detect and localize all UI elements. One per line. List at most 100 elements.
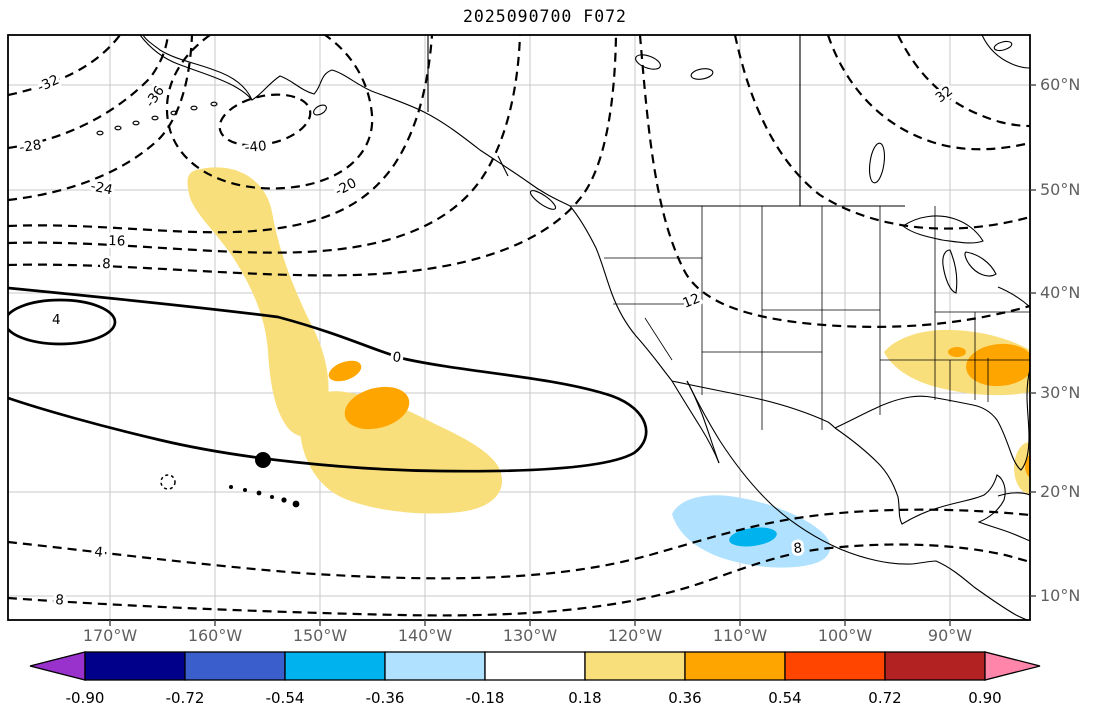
chart-title: 2025090700 F072 [463,7,627,26]
colorbar-tick-label: 0.18 [568,689,601,707]
colorbar-tick-labels: -0.90 -0.72 -0.54 -0.36 -0.18 0.18 0.36 … [66,689,1002,707]
contour-12 [638,35,1030,328]
colorbar-tick-label: -0.36 [366,689,405,707]
contour-label: -24 [89,178,114,198]
contour-16e [733,35,1030,230]
shade-mexico-cyan-core [729,527,777,547]
station-marker-dot [255,452,271,468]
hudson-bay-coast [981,35,1030,69]
gulf-north-coast-florida [834,368,1030,471]
alaska-south-coastline [139,35,571,207]
x-tick-label: 170°W [83,626,138,645]
contour-neg40-closed [218,93,312,147]
contour-neg32 [8,35,121,97]
y-tick-label: 10°N [1040,586,1080,605]
x-tick-label: 160°W [188,626,243,645]
shade-pacific-yellow-band [187,167,329,437]
shade-gulf-orange-dot [948,347,966,357]
y-tick-label: 20°N [1040,482,1080,501]
gridlines [8,35,1030,620]
colorbar-tick-label: -0.18 [466,689,505,707]
small-dashed-ring [160,474,176,490]
colorbar-tick-label: 0.90 [968,689,1001,707]
contour-label: 16 [108,233,126,250]
haida-gwaii [497,155,509,177]
x-axis-labels: 170°W 160°W 150°W 140°W 130°W 120°W 110°… [83,626,972,645]
contour-neg20 [8,35,434,234]
contour-24e [826,35,1030,151]
contour-label: -32 [35,72,62,96]
y-tick-label: 50°N [1040,180,1080,199]
contour-label: 0 [391,349,402,366]
contour-label: -28 [18,137,42,156]
contour-4-south [8,508,1030,580]
colorbar-right-arrow [984,651,1041,681]
x-tick-label: 120°W [608,626,663,645]
lake-michigan [942,249,958,294]
cuba-coastline [997,492,1030,497]
colorbar-segment [884,651,986,681]
x-tick-label: 100°W [818,626,873,645]
colorbar-tick-label: 0.36 [668,689,701,707]
x-tick-label: 140°W [398,626,453,645]
y-tick-label: 60°N [1040,75,1080,94]
colorbar-segment [584,651,686,681]
great-bear-lake [635,54,661,70]
colorbar-segment [484,651,586,681]
plot-frame [7,34,1031,621]
shade-pacific-orange-core-small [328,360,362,382]
axis-ticks [109,84,1036,626]
hawaii-islands [229,485,300,508]
shaded-regions [187,167,1030,568]
map-content [8,35,1030,620]
contour-8-south [8,543,1030,617]
kodiak-island [313,104,327,116]
contour-0-solid [8,286,648,473]
contour-label: -20 [332,175,359,199]
arctic-island [993,40,1013,52]
colorbar-segment [384,651,486,681]
lake-winnipeg [868,142,886,184]
contour-neg8 [8,35,618,277]
contour-32e [897,35,1030,128]
colorbar-segment [684,651,786,681]
colorbar-left-arrow [29,651,86,681]
contour-label: -36 [142,83,168,110]
west-coast-us [569,205,673,382]
x-tick-label: 130°W [503,626,558,645]
x-tick-label: 90°W [928,626,972,645]
y-tick-label: 30°N [1040,383,1080,402]
colorbar-tick-label: -0.90 [66,689,105,707]
colorbar-tick-label: 0.54 [768,689,801,707]
contour-neg24 [8,35,194,202]
colorbar-segment [784,651,886,681]
gulf-west-and-yucatan [834,427,1030,542]
contour-label: 4 [52,312,61,328]
contour-lines [8,35,1030,617]
colorbar-tick-label: 0.72 [868,689,901,707]
y-axis-labels: 60°N 50°N 40°N 30°N 20°N 10°N [1040,75,1080,605]
colorbar-tick-label: -0.72 [166,689,205,707]
colorbar-tick-label: -0.54 [266,689,305,707]
shade-pacific-orange-core-large [344,386,410,430]
lake-erie [997,286,1030,308]
us-mexico-border [671,380,836,429]
contour-neg16 [8,35,522,254]
contour-label: 8 [102,256,111,272]
contour-neg36-wrap [165,35,374,190]
mexico-west-coast [686,380,1029,620]
y-tick-label: 40°N [1040,283,1080,302]
alaska-bering-coastline [142,35,253,101]
baja-west-coast [671,380,720,464]
contour-label: 8 [55,592,65,609]
contour-label: 12 [681,290,703,311]
contour-label: -40 [244,138,267,156]
contour-label: 8 [793,540,803,557]
x-tick-label: 110°W [713,626,768,645]
colorbar-segment [184,651,286,681]
aleutian-islands [96,101,218,136]
colorbar-segment [84,651,186,681]
shade-gulf-orange-core [966,343,1030,387]
